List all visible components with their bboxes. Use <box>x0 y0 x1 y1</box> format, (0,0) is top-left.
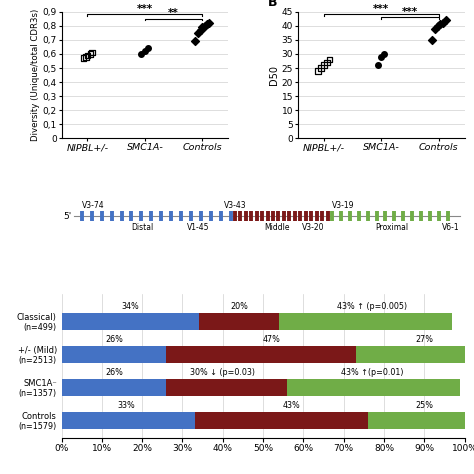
Bar <box>166 379 287 396</box>
Text: ***: *** <box>137 4 153 14</box>
Point <box>194 29 202 36</box>
Point <box>88 49 96 56</box>
Point <box>205 19 213 27</box>
Text: Proximal: Proximal <box>375 223 409 232</box>
Text: ***: *** <box>402 7 418 17</box>
Bar <box>279 313 452 330</box>
Bar <box>194 412 368 429</box>
Text: **: ** <box>168 8 179 18</box>
Text: Classical): Classical) <box>17 313 57 322</box>
Text: Distal: Distal <box>131 223 153 232</box>
Point <box>145 45 152 52</box>
Text: 25%: 25% <box>415 401 433 410</box>
Text: V6-1: V6-1 <box>442 223 459 232</box>
Y-axis label: D50: D50 <box>269 65 279 85</box>
Point <box>191 37 199 45</box>
Text: V3-19: V3-19 <box>331 201 354 210</box>
Bar <box>368 412 468 429</box>
Text: 20%: 20% <box>230 302 248 311</box>
Bar <box>356 346 465 363</box>
Point <box>436 21 444 28</box>
Point <box>323 59 330 66</box>
Text: V3-20: V3-20 <box>302 223 325 232</box>
Text: 34%: 34% <box>121 302 139 311</box>
Point <box>80 55 87 62</box>
Text: 43% ↑(p=0.01): 43% ↑(p=0.01) <box>341 368 403 377</box>
Text: 43%: 43% <box>283 401 300 410</box>
Point <box>203 21 210 28</box>
Point <box>377 53 384 61</box>
Text: (n=499): (n=499) <box>24 323 57 332</box>
Text: SMC1A⁻: SMC1A⁻ <box>23 379 57 388</box>
Point <box>431 25 439 33</box>
Bar <box>62 346 166 363</box>
Text: 30% ↓ (p=0.03): 30% ↓ (p=0.03) <box>190 368 255 377</box>
Text: 33%: 33% <box>117 401 135 410</box>
Point <box>439 19 447 27</box>
Text: Middle: Middle <box>264 223 290 232</box>
Text: Controls: Controls <box>22 411 57 420</box>
Point <box>317 64 325 72</box>
Bar <box>166 346 356 363</box>
Point <box>87 50 94 58</box>
Text: +/- (Mild): +/- (Mild) <box>18 346 57 355</box>
Point <box>434 22 441 30</box>
Text: V1-45: V1-45 <box>187 223 210 232</box>
Text: V3-74: V3-74 <box>82 201 104 210</box>
Point <box>137 50 145 58</box>
Bar <box>62 412 194 429</box>
Text: V3-43: V3-43 <box>224 201 246 210</box>
Text: 47%: 47% <box>262 335 280 344</box>
Text: (n=1579): (n=1579) <box>18 422 57 431</box>
Text: (n=1357): (n=1357) <box>18 389 57 398</box>
Point <box>320 62 328 69</box>
Point <box>374 62 382 69</box>
Point <box>442 17 449 24</box>
Bar <box>199 313 279 330</box>
Point <box>428 36 436 44</box>
Bar <box>287 379 460 396</box>
Point <box>201 22 209 30</box>
Point <box>380 50 388 58</box>
Text: ***: *** <box>373 4 389 14</box>
Text: 27%: 27% <box>415 335 433 344</box>
Point <box>314 67 322 74</box>
Point <box>82 53 90 61</box>
Y-axis label: Diversity (Unique/total CDR3s): Diversity (Unique/total CDR3s) <box>31 9 40 141</box>
Text: (n=2513): (n=2513) <box>18 356 57 365</box>
Text: 5': 5' <box>63 211 71 220</box>
Point <box>141 47 149 55</box>
Point <box>197 27 204 34</box>
Point <box>326 56 333 64</box>
Text: 43% ↑ (p=0.005): 43% ↑ (p=0.005) <box>337 302 407 311</box>
Bar <box>62 379 166 396</box>
Point <box>199 24 206 31</box>
Text: 26%: 26% <box>105 368 123 377</box>
Bar <box>62 313 199 330</box>
Point <box>84 52 91 59</box>
Text: 26%: 26% <box>105 335 123 344</box>
Text: B: B <box>268 0 278 9</box>
